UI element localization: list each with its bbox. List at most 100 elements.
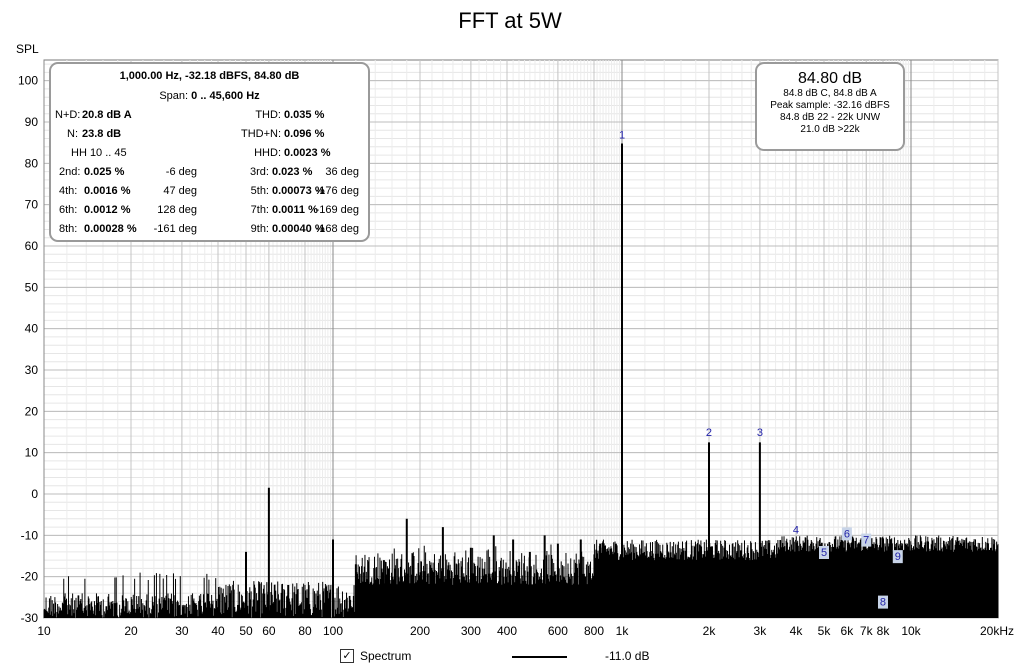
y-tick-label: 30 [25, 363, 39, 377]
x-tick-label: 400 [497, 624, 517, 638]
h7-label: 7th: [250, 204, 269, 216]
x-tick-label: 3k [754, 624, 768, 638]
level-line-2: Peak sample: -32.16 dBFS [770, 100, 890, 111]
level-line-4: 21.0 dB >22k [800, 124, 860, 135]
hhd-label: HHD: [254, 147, 281, 159]
y-tick-label: 20 [25, 404, 39, 418]
y-axis-label: SPL [16, 42, 39, 56]
nd-value: 20.8 dB A [82, 109, 132, 121]
x-tick-label: 300 [461, 624, 481, 638]
h8-label: 8th: [59, 223, 78, 235]
level-line-3: 84.8 dB 22 - 22k UNW [779, 112, 881, 123]
chart-title: FFT at 5W [458, 8, 562, 33]
spectrum-series [43, 143, 999, 618]
legend: ✓ Spectrum -11.0 dB [340, 648, 740, 666]
y-tick-label: 0 [31, 487, 38, 501]
harmonic-marker-7: 7 [863, 535, 869, 547]
x-tick-label: 10 [37, 624, 51, 638]
x-tick-label: 20 [124, 624, 138, 638]
h3-label: 3rd: [250, 166, 269, 178]
y-tick-label: 40 [25, 322, 39, 336]
harmonic-marker-4: 4 [793, 524, 799, 536]
h4-deg: 47 deg [163, 185, 197, 197]
x-tick-label: 40 [211, 624, 225, 638]
x-tick-label: 6k [841, 624, 855, 638]
x-tick-label: 10k [901, 624, 921, 638]
harmonic-marker-box [861, 533, 872, 547]
harmonic-marker-1: 1 [619, 130, 625, 142]
x-tick-label: 800 [584, 624, 604, 638]
y-tick-label: -10 [21, 528, 39, 542]
h4-value: 0.0016 % [84, 185, 131, 197]
thd-label: THD: [255, 109, 281, 121]
span-value: 0 .. 45,600 Hz [191, 90, 260, 102]
harmonic-marker-box [892, 550, 903, 564]
x-tick-label: 1k [616, 624, 630, 638]
h6-label: 6th: [59, 204, 78, 216]
h5-deg: -176 deg [315, 185, 359, 197]
span-label: Span: [159, 90, 192, 102]
h9-deg: -168 deg [315, 223, 359, 235]
x-tick-label: 200 [410, 624, 430, 638]
x-tick-label: 100 [323, 624, 343, 638]
measurement-info-box: 1,000.00 Hz, -32.18 dBFS, 84.80 dB Span:… [49, 62, 370, 242]
y-tick-label: 60 [25, 239, 39, 253]
thdn-label: THD+N: [240, 128, 281, 140]
y-tick-label: 10 [25, 446, 39, 460]
x-tick-label: 8k [877, 624, 891, 638]
level-big-value: 84.80 dB [797, 70, 863, 87]
spectrum-checkbox[interactable]: ✓ [340, 649, 354, 663]
x-tick-label: 20kHz [980, 624, 1014, 638]
x-tick-label: 30 [175, 624, 189, 638]
noise-floor [43, 535, 999, 618]
x-tick-label: 50 [239, 624, 253, 638]
tick-labels: -30 -20 -10 0 10 20 30 40 50 60 70 80 90 100 10 20 30 40 5… [18, 74, 1014, 638]
h7-deg: -169 deg [315, 204, 359, 216]
hh-label: HH 10 .. 45 [71, 147, 127, 159]
harmonic-marker-2: 2 [706, 427, 712, 439]
h2-value: 0.025 % [84, 166, 125, 178]
harmonic-marker-9: 9 [895, 551, 901, 563]
n-label: N: [67, 128, 78, 140]
nd-label: N+D: [55, 109, 81, 121]
h3-deg: 36 deg [325, 166, 359, 178]
harmonic-marker-box [819, 546, 830, 559]
h6-deg: 128 deg [157, 204, 197, 216]
h7-value: 0.0011 % [272, 204, 318, 216]
harmonic-marker-5: 5 [821, 547, 827, 559]
y-tick-label: 100 [18, 74, 38, 88]
span-line: Span: 0 .. 45,600 Hz [51, 90, 368, 102]
legend-line-swatch [512, 656, 567, 658]
legend-label[interactable]: Spectrum [360, 649, 412, 663]
thdn-value: 0.096 % [284, 128, 325, 140]
hhd-value: 0.0023 % [284, 147, 331, 159]
x-tick-label: 80 [298, 624, 312, 638]
harmonic-marker-box [877, 595, 888, 609]
h8-value: 0.00028 % [84, 223, 137, 235]
x-tick-label: 5k [818, 624, 832, 638]
y-tick-label: 70 [25, 198, 39, 212]
y-tick-label: -20 [21, 570, 39, 584]
x-tick-label: 60 [262, 624, 276, 638]
info-header: 1,000.00 Hz, -32.18 dBFS, 84.80 dB [119, 70, 300, 82]
h4-label: 4th: [59, 185, 78, 197]
x-tick-label: 2k [703, 624, 717, 638]
h9-value: 0.00040 % [272, 223, 325, 235]
x-tick-label: 600 [548, 624, 568, 638]
harmonic-marker-3: 3 [757, 427, 763, 439]
harmonic-marker-box [841, 527, 852, 541]
y-tick-label: 90 [25, 115, 39, 129]
harmonic-markers: 1 2 3 4 5 6 7 8 9 [619, 130, 903, 609]
harmonic-marker-6: 6 [844, 528, 850, 540]
harmonic-marker-8: 8 [880, 597, 886, 609]
y-tick-label: 80 [25, 156, 39, 170]
level-summary-box: 84.80 dB 84.8 dB C, 84.8 dB A Peak sampl… [755, 62, 905, 151]
h3-value: 0.023 % [272, 166, 313, 178]
thd-value: 0.035 % [284, 109, 325, 121]
h2-deg: -6 deg [165, 166, 197, 178]
x-tick-label: 4k [790, 624, 804, 638]
h5-label: 5th: [250, 185, 269, 197]
h9-label: 9th: [250, 223, 269, 235]
level-line-1: 84.8 dB C, 84.8 dB A [783, 88, 877, 99]
